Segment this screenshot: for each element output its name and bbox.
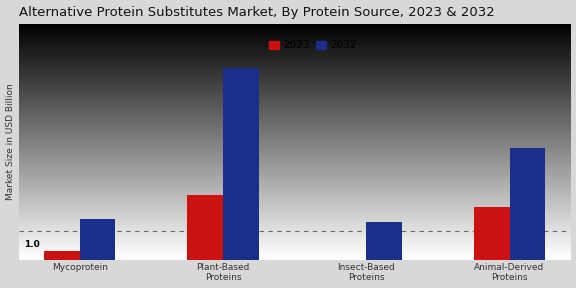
Bar xyxy=(79,219,115,260)
Bar xyxy=(473,207,510,260)
Bar xyxy=(510,148,545,260)
Bar xyxy=(223,68,259,260)
Text: Alternative Protein Substitutes Market, By Protein Source, 2023 & 2032: Alternative Protein Substitutes Market, … xyxy=(19,5,494,18)
Y-axis label: Market Size in USD Billion: Market Size in USD Billion xyxy=(6,84,14,200)
Text: 1.0: 1.0 xyxy=(24,240,40,249)
Bar xyxy=(187,195,223,260)
Bar xyxy=(44,251,79,260)
Legend: 2023, 2032: 2023, 2032 xyxy=(264,36,361,54)
Bar xyxy=(366,222,402,260)
